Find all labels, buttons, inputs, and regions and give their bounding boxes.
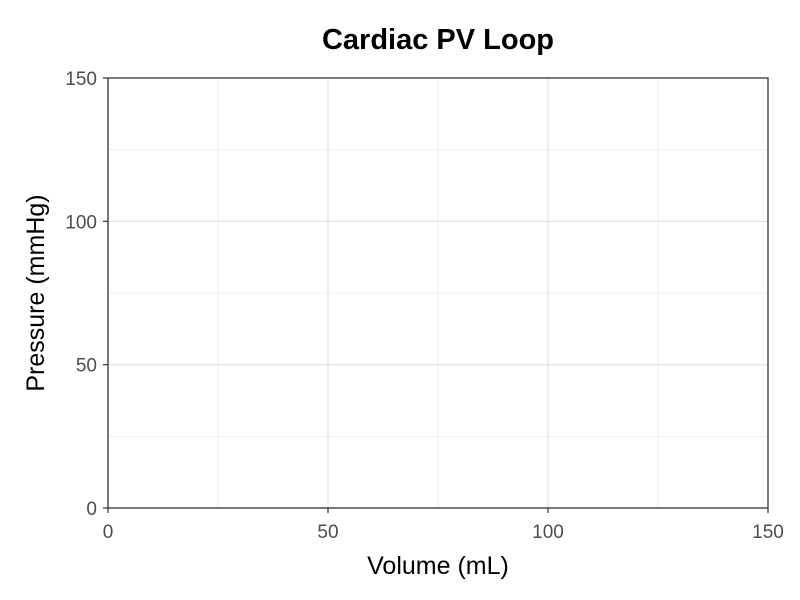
- x-tick-label: 100: [532, 522, 564, 543]
- axis-ticks: [103, 77, 769, 513]
- y-tick-label: 100: [65, 212, 97, 233]
- y-tick-label: 50: [76, 356, 97, 377]
- chart-title: Cardiac PV Loop: [321, 24, 555, 56]
- x-axis-label: Volume (mL): [367, 552, 509, 580]
- y-tick-label: 150: [65, 69, 97, 90]
- x-tick-label: 0: [103, 522, 114, 543]
- plot-panel-border: [107, 77, 769, 509]
- x-tick-label: 50: [317, 522, 338, 543]
- minor-grid: [108, 78, 768, 508]
- y-tick-label: 0: [86, 499, 97, 520]
- x-tick-label: 150: [752, 522, 784, 543]
- y-axis-label: Pressure (mmHg): [22, 194, 50, 391]
- tick-labels: 0 50 100 150 0 50 100 150: [65, 69, 784, 543]
